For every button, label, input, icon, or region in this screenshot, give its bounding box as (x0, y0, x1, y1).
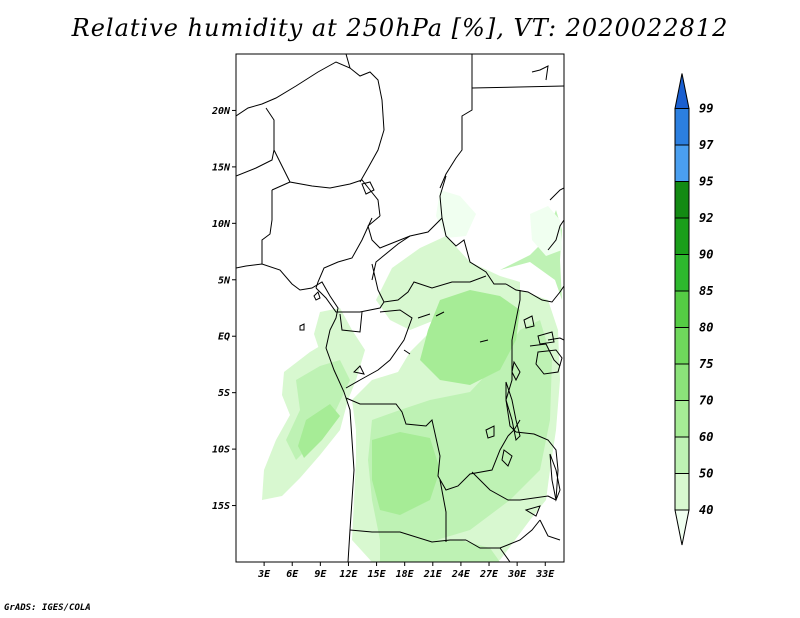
border-car (371, 235, 487, 303)
colorbar-segment (674, 327, 690, 365)
colorbar-segment (674, 290, 690, 328)
lake-kyoga (523, 315, 535, 329)
border-tanzania (529, 337, 564, 367)
lon-tick-label: 33E (535, 569, 555, 580)
border-zimbabwe (499, 519, 561, 562)
humidity-field (262, 190, 562, 562)
humidity-area-south-edge (380, 530, 500, 562)
humidity-area-congo-core (420, 290, 520, 385)
colorbar-low-triangle (674, 509, 690, 546)
colorbar-label: 50 (699, 467, 713, 481)
colorbar-segment (674, 400, 690, 438)
congo-river-dash-2 (403, 339, 489, 355)
border-congo (339, 309, 413, 389)
lake-malawi (549, 453, 561, 502)
lon-tick-label: 15E (368, 569, 387, 580)
lon-tick-label: 30E (507, 569, 527, 580)
colorbar-label: 92 (699, 211, 713, 225)
lake-victoria (535, 349, 563, 375)
lat-tick-label: 15N (212, 162, 231, 173)
colorbar-label: 85 (699, 284, 713, 298)
border-east-africa (505, 283, 564, 501)
humidity-area-angola (372, 432, 440, 515)
lat-tick-label: 10S (212, 445, 230, 456)
colorbar-segment (674, 108, 690, 146)
lon-tick-label: 12E (339, 569, 358, 580)
map-title: Relative humidity at 250hPa [%], VT: 202… (71, 14, 729, 42)
colorbar-label: 40 (699, 503, 713, 517)
colorbar-label: 90 (699, 248, 713, 262)
lon-tick-label: 21E (423, 569, 443, 580)
lake-mweru (501, 449, 513, 467)
border-drc-angola (345, 397, 521, 491)
latitude-axis: 20N 15N 10N 5N EQ 5S 10S 15S (211, 106, 236, 512)
colorbar-high-triangle (674, 73, 690, 109)
border-egypt (439, 54, 473, 189)
lon-tick-label: 6E (286, 569, 299, 580)
colorbar: 40 50 60 70 75 80 85 90 92 95 97 99 (674, 73, 714, 546)
colorbar-label: 95 (699, 175, 713, 189)
border-niger-nigeria (236, 107, 381, 217)
colorbar-segment (674, 436, 690, 474)
colorbar-label: 80 (699, 321, 713, 335)
humidity-area-sahel-east (530, 206, 562, 256)
border-zambia (439, 471, 557, 549)
colorbar-segment (674, 363, 690, 401)
credit-label: GrADS: IGES/COLA (4, 603, 91, 613)
coastline-west (236, 263, 355, 562)
border-nigeria (261, 181, 373, 289)
lon-tick-label: 18E (396, 569, 415, 580)
coastline-red-sea (531, 65, 549, 81)
colorbar-label: 60 (699, 430, 713, 444)
lon-tick-label: 9E (314, 569, 327, 580)
lake-albert (537, 331, 555, 345)
border-sudan (471, 85, 564, 89)
plot-frame (235, 53, 565, 563)
border-angola-namibia (349, 529, 466, 543)
island-bioko (313, 291, 321, 301)
island-sao-tome (299, 323, 305, 331)
border-ethiopia (547, 187, 564, 251)
lon-tick-label: 27E (479, 569, 499, 580)
lake-bangweulu (524, 505, 541, 517)
lat-tick-label: 5S (218, 388, 230, 399)
colorbar-segment (674, 144, 690, 182)
lat-tick-label: EQ (218, 332, 230, 343)
lake-upemba (485, 425, 495, 439)
humidity-area-sahel (436, 190, 476, 238)
lake-mai-ndombe (352, 365, 365, 375)
border-mali-niger (236, 61, 385, 183)
longitude-axis: 3E 6E 9E 12E 15E 18E 21E 24E 27E 30E 33E (257, 562, 555, 580)
border-cameroon (315, 287, 385, 313)
colorbar-label: 70 (699, 394, 713, 408)
congo-river-dash-1 (417, 311, 445, 319)
colorbar-label: 99 (699, 102, 713, 116)
lon-tick-label: 24E (451, 569, 471, 580)
lake-kivu (511, 360, 521, 382)
lat-tick-label: 20N (211, 106, 231, 117)
lake-chad (361, 181, 375, 195)
border-libya (345, 54, 351, 69)
colorbar-label: 75 (699, 357, 713, 371)
lat-tick-label: 15S (212, 501, 230, 512)
humidity-area-east (500, 210, 562, 300)
lat-tick-label: 10N (212, 219, 231, 230)
colorbar-label: 97 (699, 138, 714, 152)
colorbar-segment (674, 473, 690, 511)
humidity-area-ocean-streak (298, 404, 340, 458)
lon-tick-label: 3E (257, 569, 271, 580)
colorbar-segment (674, 181, 690, 219)
colorbar-segment (674, 217, 690, 255)
lake-tanganyika (505, 381, 521, 442)
coastlines-and-borders (236, 54, 564, 562)
lat-tick-label: 5N (218, 275, 231, 286)
humidity-area-gulf (314, 308, 352, 352)
colorbar-segment (674, 254, 690, 292)
